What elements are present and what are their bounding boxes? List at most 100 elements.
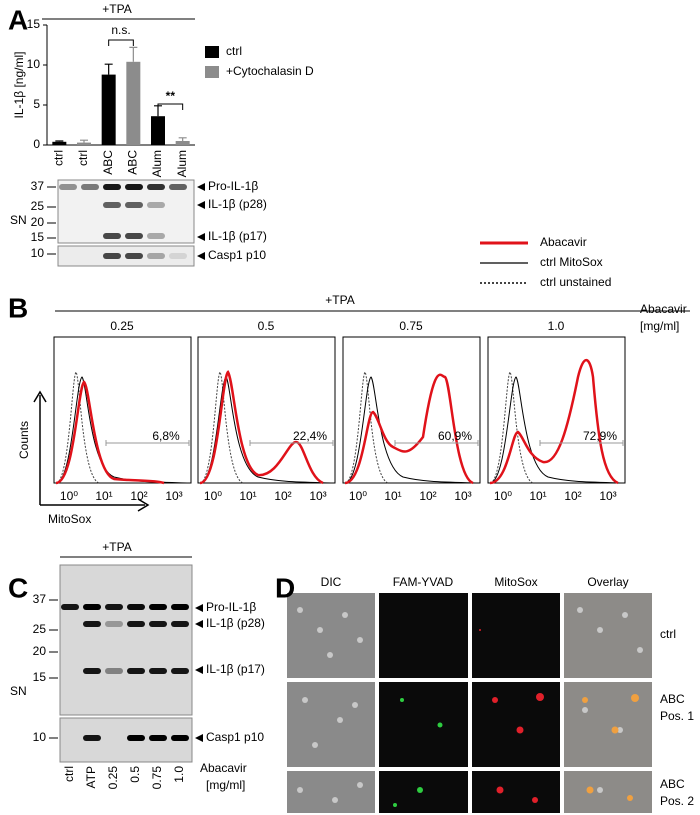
flow-plot bbox=[487, 336, 626, 485]
flow-axis-arrows bbox=[33, 390, 150, 512]
blot-band bbox=[83, 604, 101, 610]
x-tick-label: ABC bbox=[101, 150, 115, 175]
x-tick-label: 10¹ bbox=[384, 489, 401, 503]
lane-label: ATP bbox=[84, 766, 98, 788]
blot-band bbox=[169, 184, 187, 190]
blot-band bbox=[127, 735, 145, 741]
x-tick-label: 10³ bbox=[599, 489, 616, 503]
x-tick-label: 10¹ bbox=[529, 489, 546, 503]
x-tick-label: 10⁰ bbox=[349, 489, 367, 503]
blot-band bbox=[171, 604, 189, 610]
blot-image bbox=[59, 717, 193, 763]
x-tick-label: 10³ bbox=[165, 489, 182, 503]
blot-band bbox=[127, 604, 145, 610]
y-axis-label: IL-1β [ng/ml] bbox=[12, 52, 26, 119]
blot-band bbox=[103, 233, 121, 239]
error-bar bbox=[104, 63, 113, 75]
size-marker: 10 bbox=[33, 730, 47, 744]
condition-label: 0.75 bbox=[399, 319, 423, 333]
abacavir-curve bbox=[199, 370, 324, 485]
size-marker: 37 bbox=[31, 179, 45, 193]
annotation: n.s. bbox=[111, 23, 130, 37]
y-tick-label: 10 bbox=[27, 57, 41, 71]
panel-label: B bbox=[8, 292, 28, 323]
band-label: Casp1 p10 bbox=[206, 730, 264, 744]
legend-swatch bbox=[205, 66, 219, 78]
flow-plot bbox=[342, 336, 481, 485]
condition-label: 0.5 bbox=[258, 319, 275, 333]
blot-band bbox=[105, 621, 123, 627]
blot-band bbox=[127, 621, 145, 627]
error-bar bbox=[80, 139, 88, 143]
legend-label: ctrl unstained bbox=[540, 275, 611, 289]
bar bbox=[151, 116, 165, 145]
blot-band bbox=[127, 668, 145, 674]
x-tick-label: 10³ bbox=[309, 489, 326, 503]
blot-band bbox=[103, 253, 121, 259]
blot-band bbox=[81, 184, 99, 190]
x-tick-label: Alum bbox=[175, 150, 189, 177]
column-header: MitoSox bbox=[494, 575, 537, 589]
blot-band bbox=[169, 253, 187, 259]
band-arrow bbox=[197, 201, 205, 209]
x-tick-label: ABC bbox=[126, 150, 140, 175]
lane-label: 0.75 bbox=[150, 766, 164, 790]
flow-frame bbox=[487, 336, 626, 484]
blot-band bbox=[149, 621, 167, 627]
blot-band bbox=[59, 184, 77, 190]
bracket bbox=[157, 103, 184, 110]
band-label: IL-1β (p28) bbox=[206, 616, 265, 630]
micrographs bbox=[287, 593, 652, 813]
abacavir-curve bbox=[344, 373, 474, 485]
y-tick-label: 15 bbox=[27, 17, 41, 31]
band-label: Pro-IL-1β bbox=[208, 179, 258, 193]
bracket bbox=[108, 39, 134, 46]
x-tick-label: 10⁰ bbox=[204, 489, 222, 503]
gate-percentage: 60,9% bbox=[438, 429, 472, 443]
bar bbox=[101, 74, 116, 145]
x-tick-label: 10² bbox=[130, 489, 147, 503]
lane-label: ctrl bbox=[62, 766, 76, 782]
blot-band bbox=[83, 668, 101, 674]
flow-plot bbox=[197, 336, 336, 485]
column-header: FAM-YVAD bbox=[393, 575, 454, 589]
blot-band bbox=[83, 621, 101, 627]
flow-title: +TPA bbox=[325, 293, 354, 307]
blot-band bbox=[125, 233, 143, 239]
y-tick-label: 5 bbox=[33, 97, 40, 111]
gate-percentage: 6,8% bbox=[152, 429, 180, 443]
legend-label: ctrl bbox=[226, 44, 242, 58]
gate-percentage: 72,9% bbox=[583, 429, 617, 443]
band-label: IL-1β (p17) bbox=[206, 662, 265, 676]
abacavir-curve bbox=[489, 358, 619, 485]
blot-title: +TPA bbox=[102, 540, 131, 554]
size-marker: 20 bbox=[33, 644, 47, 658]
gate bbox=[539, 440, 624, 446]
y-tick-label: 0 bbox=[33, 137, 40, 151]
y-axis-label: Counts bbox=[17, 421, 31, 459]
band-arrow bbox=[195, 620, 203, 628]
blot-band bbox=[83, 735, 101, 741]
row-label: ABC bbox=[660, 692, 685, 706]
blot-band bbox=[105, 668, 123, 674]
x-tick-label: 10³ bbox=[454, 489, 471, 503]
x-tick-label: 10⁰ bbox=[494, 489, 512, 503]
condition-label: 1.0 bbox=[548, 319, 565, 333]
legend-label: Abacavir bbox=[540, 235, 587, 249]
blot-band bbox=[149, 735, 167, 741]
x-tick-label: Alum bbox=[150, 150, 164, 177]
column-header: Overlay bbox=[587, 575, 628, 589]
gate bbox=[249, 440, 334, 446]
error-bar bbox=[178, 137, 187, 141]
band-arrow bbox=[195, 734, 203, 742]
size-marker: 25 bbox=[31, 199, 45, 213]
bar bbox=[52, 141, 67, 145]
size-marker: 37 bbox=[33, 592, 47, 606]
legend-label: +Cytochalasin D bbox=[226, 64, 314, 78]
blot-image bbox=[59, 564, 193, 716]
size-marker: 20 bbox=[31, 215, 45, 229]
lane-title: Abacavir bbox=[200, 761, 247, 775]
x-tick-label: 10⁰ bbox=[60, 489, 78, 503]
x-tick-label: 10¹ bbox=[95, 489, 112, 503]
x-tick-label: 10² bbox=[564, 489, 581, 503]
